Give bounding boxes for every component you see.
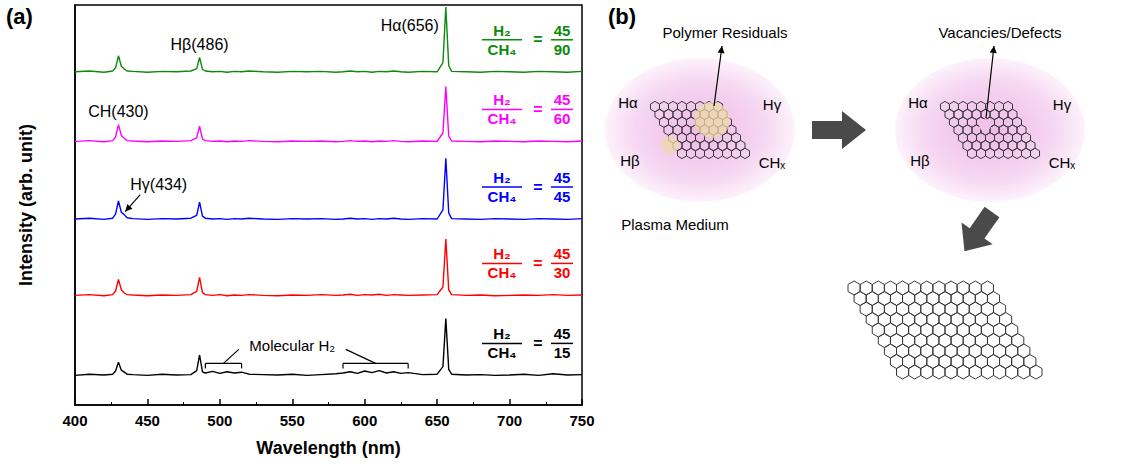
svg-text:45: 45	[554, 245, 571, 262]
svg-text:Molecular H₂: Molecular H₂	[249, 337, 335, 354]
svg-text:CH₄: CH₄	[488, 41, 517, 58]
svg-text:=: =	[533, 335, 542, 352]
svg-text:Plasma Medium: Plasma Medium	[621, 216, 729, 233]
svg-text:Hβ: Hβ	[910, 152, 930, 169]
svg-text:90: 90	[554, 41, 571, 58]
svg-text:CH₄: CH₄	[488, 344, 517, 361]
svg-text:Hγ(434): Hγ(434)	[130, 176, 187, 193]
svg-text:=: =	[533, 31, 542, 48]
svg-text:Wavelength (nm): Wavelength (nm)	[256, 438, 400, 458]
svg-text:600: 600	[352, 412, 377, 429]
svg-text:H₂: H₂	[493, 245, 511, 262]
svg-text:Intensity (arb. unit): Intensity (arb. unit)	[16, 124, 36, 286]
svg-text:400: 400	[62, 412, 87, 429]
svg-text:=: =	[533, 179, 542, 196]
svg-text:45: 45	[554, 325, 571, 342]
svg-text:CH₄: CH₄	[488, 110, 517, 127]
svg-text:Hβ: Hβ	[620, 152, 640, 169]
svg-text:60: 60	[554, 110, 571, 127]
svg-text:650: 650	[425, 412, 450, 429]
svg-text:CH₄: CH₄	[488, 188, 517, 205]
svg-text:H₂: H₂	[493, 325, 511, 342]
svg-text:45: 45	[554, 169, 571, 186]
svg-text:CH(430): CH(430)	[88, 103, 148, 120]
svg-text:Hα: Hα	[618, 94, 638, 111]
svg-text:H₂: H₂	[493, 22, 511, 39]
svg-text:Hα: Hα	[908, 94, 928, 111]
svg-text:45: 45	[554, 91, 571, 108]
svg-text:30: 30	[554, 264, 571, 281]
svg-text:550: 550	[280, 412, 305, 429]
svg-text:45: 45	[554, 188, 571, 205]
svg-text:=: =	[533, 255, 542, 272]
svg-text:750: 750	[569, 412, 594, 429]
svg-text:CHₓ: CHₓ	[1049, 154, 1076, 171]
svg-text:=: =	[533, 101, 542, 118]
svg-text:Polymer Residuals: Polymer Residuals	[662, 24, 787, 41]
svg-text:15: 15	[554, 344, 571, 361]
svg-text:45: 45	[554, 22, 571, 39]
svg-text:450: 450	[135, 412, 160, 429]
svg-text:CH₄: CH₄	[488, 264, 517, 281]
svg-text:500: 500	[207, 412, 232, 429]
svg-text:Vacancies/Defects: Vacancies/Defects	[938, 24, 1061, 41]
html-text:(a): (a)	[6, 4, 33, 29]
svg-text:H₂: H₂	[493, 169, 511, 186]
svg-text:Hγ: Hγ	[1053, 96, 1072, 113]
svg-text:(b): (b)	[608, 4, 636, 29]
svg-text:Hα(656): Hα(656)	[381, 17, 439, 34]
svg-text:700: 700	[497, 412, 522, 429]
svg-text:H₂: H₂	[493, 91, 511, 108]
svg-text:Hβ(486): Hβ(486)	[171, 36, 229, 53]
svg-text:CHₓ: CHₓ	[759, 154, 786, 171]
svg-text:Hγ: Hγ	[763, 96, 782, 113]
